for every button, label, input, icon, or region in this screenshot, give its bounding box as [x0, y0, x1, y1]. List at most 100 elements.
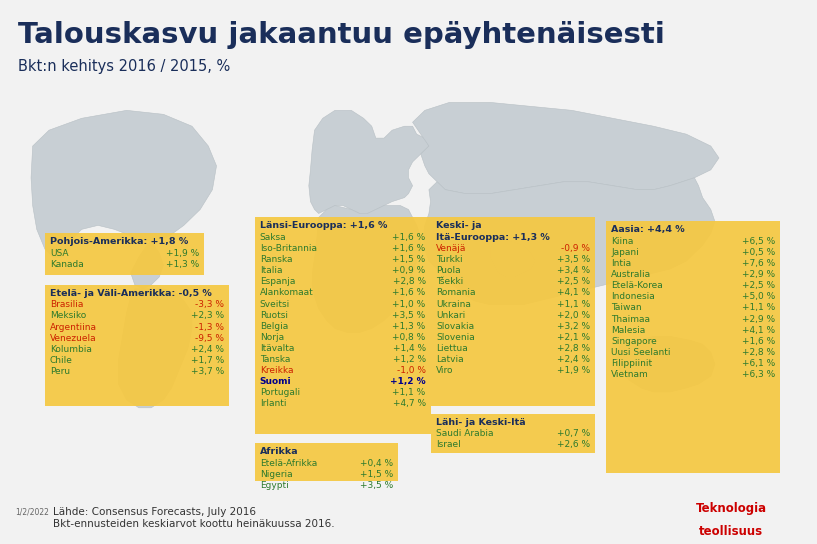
- Text: +2,9 %: +2,9 %: [742, 270, 775, 279]
- Text: +1,1 %: +1,1 %: [392, 388, 426, 397]
- Text: +3,2 %: +3,2 %: [556, 322, 590, 331]
- Text: -0,9 %: -0,9 %: [561, 244, 590, 253]
- Text: +1,3 %: +1,3 %: [166, 260, 199, 269]
- Text: Aasia: +4,4 %: Aasia: +4,4 %: [611, 225, 685, 234]
- Text: Japani: Japani: [611, 248, 639, 257]
- Text: +1,9 %: +1,9 %: [166, 249, 199, 258]
- Text: Irlanti: Irlanti: [260, 399, 286, 409]
- Text: Alankomaat: Alankomaat: [260, 288, 314, 298]
- Text: +4,1 %: +4,1 %: [556, 288, 590, 298]
- Text: +0,8 %: +0,8 %: [392, 333, 426, 342]
- FancyBboxPatch shape: [606, 221, 780, 473]
- Text: Talouskasvu jakaantuu epäyhtenäisesti: Talouskasvu jakaantuu epäyhtenäisesti: [18, 21, 665, 49]
- Text: Pohjois-Amerikka: +1,8 %: Pohjois-Amerikka: +1,8 %: [50, 237, 188, 246]
- Text: +1,1 %: +1,1 %: [742, 304, 775, 312]
- Text: Liettua: Liettua: [436, 344, 468, 353]
- Text: +6,5 %: +6,5 %: [742, 237, 775, 246]
- Text: +2,1 %: +2,1 %: [556, 333, 590, 342]
- Text: Belgia: Belgia: [260, 322, 288, 331]
- FancyBboxPatch shape: [255, 443, 398, 481]
- Text: Ruotsi: Ruotsi: [260, 311, 288, 320]
- Text: +1,3 %: +1,3 %: [392, 322, 426, 331]
- Polygon shape: [617, 336, 715, 392]
- Text: +1,7 %: +1,7 %: [190, 356, 224, 365]
- Text: Venezuela: Venezuela: [50, 333, 96, 343]
- Text: +1,1 %: +1,1 %: [556, 300, 590, 308]
- Text: Kolumbia: Kolumbia: [50, 345, 92, 354]
- FancyBboxPatch shape: [431, 218, 595, 406]
- Text: +6,3 %: +6,3 %: [742, 370, 775, 379]
- Text: +2,8 %: +2,8 %: [392, 277, 426, 286]
- Text: +2,4 %: +2,4 %: [557, 355, 590, 364]
- Text: +2,4 %: +2,4 %: [191, 345, 224, 354]
- Text: +2,8 %: +2,8 %: [742, 348, 775, 357]
- Text: +1,6 %: +1,6 %: [392, 233, 426, 242]
- Text: +1,9 %: +1,9 %: [556, 366, 590, 375]
- Text: Ukraina: Ukraina: [436, 300, 471, 308]
- Text: Teknologia: Teknologia: [695, 503, 767, 515]
- Text: +1,5 %: +1,5 %: [359, 470, 393, 479]
- Polygon shape: [31, 110, 217, 257]
- Text: Saudi Arabia: Saudi Arabia: [436, 429, 493, 438]
- Text: Lähi- ja Keski-Itä: Lähi- ja Keski-Itä: [436, 418, 526, 426]
- Text: Viro: Viro: [436, 366, 453, 375]
- Text: +3,4 %: +3,4 %: [556, 266, 590, 275]
- Text: Unkari: Unkari: [436, 311, 466, 320]
- Text: Israel: Israel: [436, 440, 461, 449]
- Text: Norja: Norja: [260, 333, 284, 342]
- Text: Kreikka: Kreikka: [260, 366, 293, 375]
- Text: Italia: Italia: [260, 266, 283, 275]
- FancyBboxPatch shape: [45, 233, 204, 275]
- Text: teollisuus: teollisuus: [699, 526, 763, 539]
- Text: +6,1 %: +6,1 %: [742, 359, 775, 368]
- Text: +3,5 %: +3,5 %: [359, 481, 393, 490]
- Text: +2,3 %: +2,3 %: [190, 311, 224, 320]
- Text: Intia: Intia: [611, 259, 632, 268]
- Text: -1,0 %: -1,0 %: [397, 366, 426, 375]
- Polygon shape: [312, 206, 421, 332]
- Polygon shape: [118, 289, 192, 408]
- Text: Espanja: Espanja: [260, 277, 295, 286]
- Text: Venäjä: Venäjä: [436, 244, 467, 253]
- Text: +7,6 %: +7,6 %: [742, 259, 775, 268]
- Text: +1,5 %: +1,5 %: [392, 255, 426, 264]
- Text: Tanska: Tanska: [260, 355, 290, 364]
- Text: Vietnam: Vietnam: [611, 370, 649, 379]
- Text: Taiwan: Taiwan: [611, 304, 641, 312]
- Text: +2,0 %: +2,0 %: [556, 311, 590, 320]
- Text: Slovenia: Slovenia: [436, 333, 475, 342]
- Text: Chile: Chile: [50, 356, 73, 365]
- Text: +1,2 %: +1,2 %: [392, 355, 426, 364]
- Text: +5,0 %: +5,0 %: [742, 292, 775, 301]
- Text: -3,3 %: -3,3 %: [195, 300, 224, 310]
- Text: +3,5 %: +3,5 %: [556, 255, 590, 264]
- Text: Singapore: Singapore: [611, 337, 657, 346]
- Text: Egypti: Egypti: [260, 481, 288, 490]
- Text: +0,4 %: +0,4 %: [359, 459, 393, 468]
- Text: USA: USA: [50, 249, 69, 258]
- Text: Kanada: Kanada: [50, 260, 83, 269]
- Text: Australia: Australia: [611, 270, 651, 279]
- Text: Romania: Romania: [436, 288, 475, 298]
- Polygon shape: [413, 102, 719, 194]
- Polygon shape: [309, 110, 429, 213]
- Polygon shape: [490, 237, 535, 277]
- Text: +2,5 %: +2,5 %: [742, 281, 775, 290]
- Text: Iso-Britannia: Iso-Britannia: [260, 244, 317, 253]
- Text: Saksa: Saksa: [260, 233, 287, 242]
- Text: Filippiinit: Filippiinit: [611, 359, 652, 368]
- Text: -1,3 %: -1,3 %: [195, 323, 224, 331]
- Text: Itävalta: Itävalta: [260, 344, 294, 353]
- Text: Tšekki: Tšekki: [436, 277, 463, 286]
- Text: Turkki: Turkki: [436, 255, 463, 264]
- FancyBboxPatch shape: [45, 285, 229, 406]
- Text: Etelä-Korea: Etelä-Korea: [611, 281, 663, 290]
- Text: +1,0 %: +1,0 %: [392, 300, 426, 308]
- Text: +1,6 %: +1,6 %: [392, 244, 426, 253]
- Text: +3,7 %: +3,7 %: [190, 367, 224, 376]
- FancyBboxPatch shape: [431, 414, 595, 453]
- Text: Portugali: Portugali: [260, 388, 300, 397]
- Text: Suomi: Suomi: [260, 377, 292, 386]
- Text: Kiina: Kiina: [611, 237, 633, 246]
- Polygon shape: [423, 178, 715, 305]
